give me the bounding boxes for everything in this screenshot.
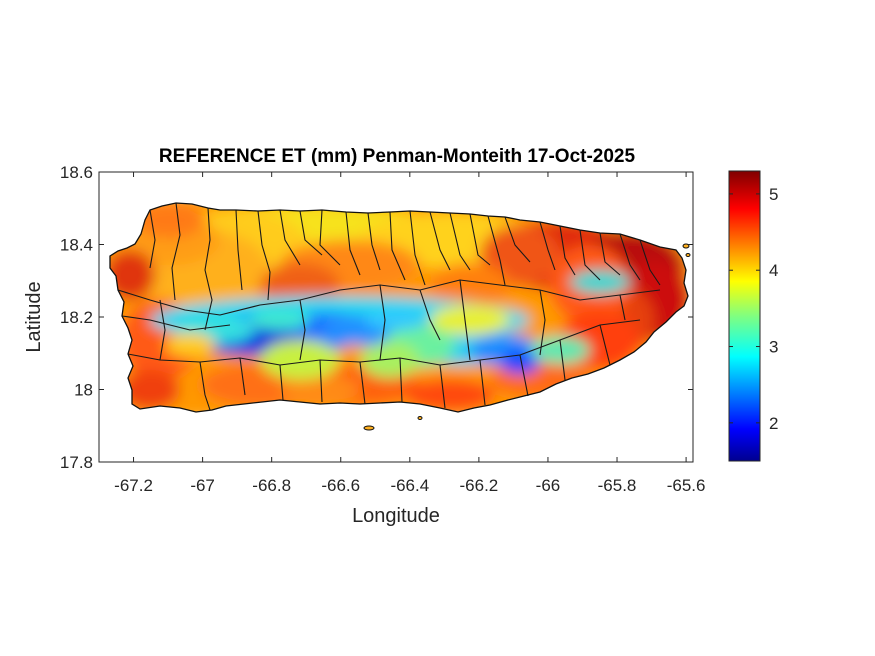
islets [363,243,691,431]
x-tick-label: -67 [190,476,215,495]
x-axis-label: Longitude [352,505,440,527]
colorbar-ticks: 2 3 4 5 [729,185,778,433]
colorbar-tick-label: 5 [769,185,778,204]
y-axis-ticks: 17.8 18 18.2 18.4 18.6 [60,163,693,472]
x-tick-label: -66.6 [321,476,360,495]
municipality-boundaries [117,202,661,411]
island-outline [109,202,689,413]
y-tick-label: 18 [74,381,93,400]
colorbar [728,170,761,462]
y-tick-label: 17.8 [60,453,93,472]
x-tick-label: -65.6 [667,476,706,495]
y-tick-label: 18.4 [60,236,93,255]
x-tick-label: -66.8 [252,476,291,495]
y-tick-label: 18.2 [60,308,93,327]
islet [682,243,690,249]
chart-title: REFERENCE ET (mm) Penman-Monteith 17-Oct… [159,146,636,167]
colorbar-tick-label: 3 [769,338,778,357]
y-tick-label: 18.6 [60,163,93,182]
islet [685,253,691,257]
colorbar-tick-label: 4 [769,261,778,280]
colorbar-tick-label: 2 [769,414,778,433]
et-heatmap [110,203,688,412]
x-tick-label: -66.4 [390,476,429,495]
x-tick-label: -65.8 [598,476,637,495]
x-tick-label: -66.2 [460,476,499,495]
x-tick-label: -67.2 [114,476,153,495]
x-axis-ticks: -67.2 -67 -66.8 -66.6 -66.4 -66.2 -66 -65.8 -65.… [114,172,705,495]
islet [363,425,375,431]
x-tick-label: -66 [536,476,561,495]
islet [417,416,423,420]
y-axis-label: Latitude [23,281,45,352]
